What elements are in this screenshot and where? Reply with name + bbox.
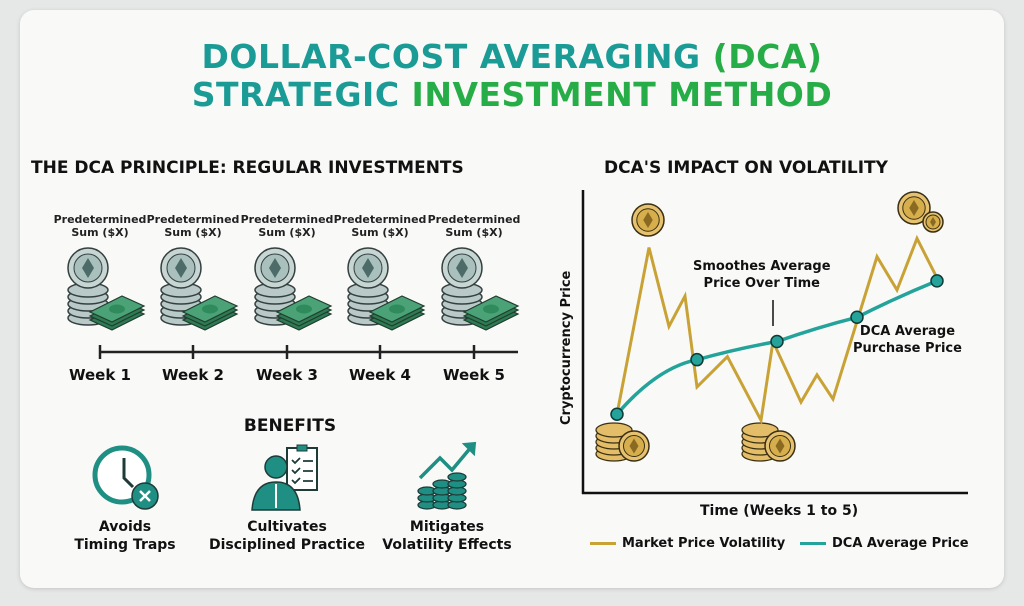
principle-heading: THE DCA PRINCIPLE: REGULAR INVESTMENTS xyxy=(31,158,464,178)
coin-stack-cash-icon xyxy=(160,247,239,331)
coin-icon xyxy=(631,203,665,237)
coin-icon xyxy=(764,430,796,462)
week-caption: Predetermined Sum ($X) xyxy=(333,213,427,239)
coin-icon xyxy=(618,430,650,462)
annotation-dca-average: DCA Average Purchase Price xyxy=(853,324,962,356)
legend-market: Market Price Volatility xyxy=(590,536,785,551)
dca-point xyxy=(850,310,864,325)
timeline-axis xyxy=(67,247,520,359)
week-caption: Predetermined Sum ($X) xyxy=(240,213,334,239)
benefit-icons xyxy=(92,441,477,511)
coin-stack-cash-icon xyxy=(254,247,333,331)
legend-swatch-dca xyxy=(800,542,826,545)
clock-x-icon xyxy=(92,445,159,510)
title-line-1: DOLLAR-COST AVERAGING (DCA) xyxy=(201,37,823,76)
person-checklist-icon xyxy=(251,444,318,511)
benefits-heading: BENEFITS xyxy=(243,416,337,436)
annotation-smoothes: Smoothes Average Price Over Time xyxy=(693,259,831,291)
week-caption: Predetermined Sum ($X) xyxy=(146,213,240,239)
coin-stack-cash-icon xyxy=(347,247,426,331)
week-label: Week 5 xyxy=(443,366,505,384)
benefit-label: Mitigates Volatility Effects xyxy=(382,519,512,553)
coin-stack-cash-icon xyxy=(441,247,520,331)
benefit-label: Avoids Timing Traps xyxy=(74,519,176,553)
week-label: Week 3 xyxy=(256,366,318,384)
chart-title: DCA'S IMPACT ON VOLATILITY xyxy=(604,158,888,178)
dca-point xyxy=(930,274,944,288)
coin-icon xyxy=(922,211,944,233)
week-label: Week 2 xyxy=(162,366,224,384)
dca-point xyxy=(610,407,624,421)
legend-dca: DCA Average Price xyxy=(800,536,969,551)
x-axis-label: Time (Weeks 1 to 5) xyxy=(700,503,859,519)
coin-icon xyxy=(897,191,931,225)
week-label: Week 4 xyxy=(349,366,411,384)
benefit-label: Cultivates Disciplined Practice xyxy=(208,519,366,553)
dca-point xyxy=(690,352,704,367)
title-line-2: STRATEGIC INVESTMENT METHOD xyxy=(191,75,833,114)
week-caption: Predetermined Sum ($X) xyxy=(427,213,521,239)
week-caption: Predetermined Sum ($X) xyxy=(53,213,147,239)
coins-growth-icon xyxy=(417,441,477,510)
legend-swatch-market xyxy=(590,542,616,545)
week-label: Week 1 xyxy=(69,366,131,384)
coin-stack-cash-icon xyxy=(67,247,146,331)
dca-point xyxy=(770,334,784,349)
